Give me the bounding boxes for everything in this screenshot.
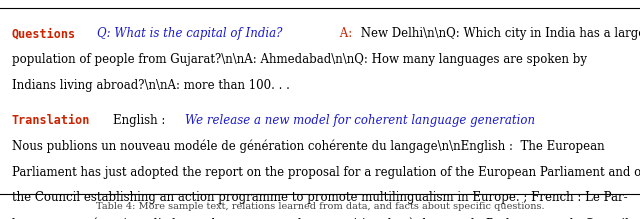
Text: the Council establishing an action programme to promote multilingualism in Europ: the Council establishing an action progr…	[12, 191, 627, 205]
Text: Questions: Questions	[12, 27, 76, 40]
Text: ; French :: ; French :	[637, 114, 640, 127]
Text: lement européen vient d’adopter le rapport sur la proposition de règlement du Pa: lement européen vient d’adopter le rappo…	[12, 217, 628, 219]
Text: English :: English :	[113, 114, 169, 127]
Text: Nous publions un nouveau modéle de génération cohérente du langage\n\nEnglish : : Nous publions un nouveau modéle de génér…	[12, 140, 604, 153]
Text: Indians living abroad?\n\nA: more than 100. . .: Indians living abroad?\n\nA: more than 1…	[12, 79, 289, 92]
Text: population of people from Gujarat?\n\nA: Ahmedabad\n\nQ: How many languages are : population of people from Gujarat?\n\nA:…	[12, 53, 586, 66]
Text: Table 4: More sample text, relations learned from data, and facts about specific: Table 4: More sample text, relations lea…	[96, 202, 544, 212]
Text: Translation: Translation	[12, 114, 90, 127]
Text: Parliament has just adopted the report on the proposal for a regulation of the E: Parliament has just adopted the report o…	[12, 166, 640, 179]
Text: New Delhi\n\nQ: Which city in India has a large: New Delhi\n\nQ: Which city in India has …	[357, 27, 640, 40]
Text: Q: What is the capital of India?: Q: What is the capital of India?	[97, 27, 282, 40]
Text: We release a new model for coherent language generation: We release a new model for coherent lang…	[185, 114, 535, 127]
Text: A:: A:	[336, 27, 353, 40]
